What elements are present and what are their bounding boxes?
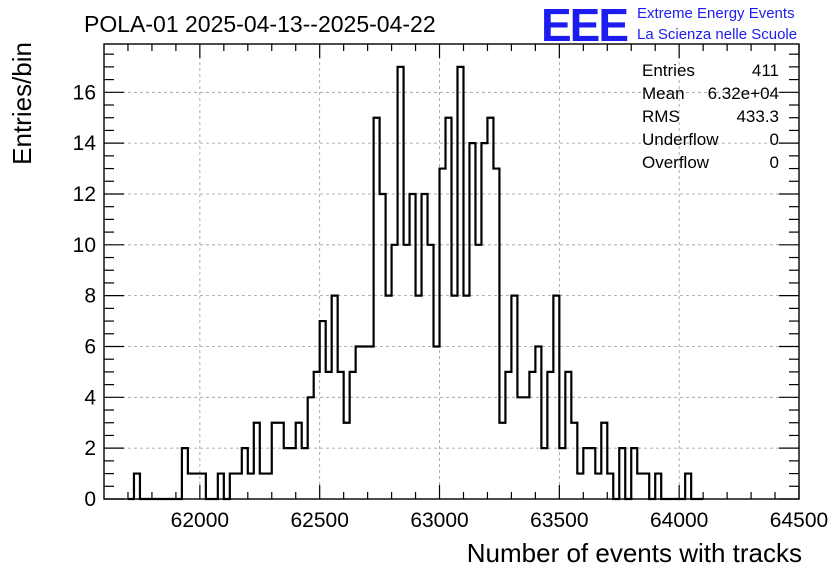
- stat-overflow-label: Overflow: [642, 153, 710, 172]
- histogram-layer: [127, 65, 704, 501]
- x-tick-label: 62500: [290, 509, 348, 532]
- x-axis-title: Number of events with tracks: [467, 538, 802, 568]
- y-tick-label: 12: [73, 183, 96, 206]
- stat-entries-label: Entries: [642, 61, 695, 80]
- stat-underflow-label: Underflow: [642, 130, 719, 149]
- histogram-outline: [127, 65, 704, 501]
- x-tick-label: 63500: [530, 509, 588, 532]
- axes: 62000 62500 63000 63500 64000 64500 0 2 4 6 8 10 12 1…: [73, 43, 828, 532]
- y-tick-label: 16: [73, 81, 96, 104]
- chart-title: POLA-01 2025-04-13--2025-04-22: [84, 11, 436, 37]
- logo-line1: Extreme Energy Events: [637, 5, 795, 22]
- x-tick-label: 62000: [171, 509, 229, 532]
- stat-mean-label: Mean: [642, 84, 685, 103]
- y-tick-label: 10: [73, 234, 96, 257]
- x-tick-label: 64500: [770, 509, 828, 532]
- plot-frame: [103, 43, 800, 500]
- stat-overflow-value: 0: [770, 153, 779, 172]
- grid: [104, 44, 800, 499]
- stat-entries-value: 411: [752, 61, 779, 80]
- y-tick-label: 6: [84, 335, 96, 358]
- y-tick-label: 2: [84, 437, 96, 460]
- y-tick-label: 14: [73, 132, 97, 155]
- stats-box: Entries 411 Mean 6.32e+04 RMS 433.3 Unde…: [642, 61, 779, 172]
- stat-underflow-value: 0: [770, 130, 779, 149]
- x-tick-label: 63000: [410, 509, 468, 532]
- x-tick-label: 64000: [650, 509, 708, 532]
- stat-rms-value: 433.3: [736, 107, 779, 126]
- stat-rms-label: RMS: [642, 107, 680, 126]
- eee-logo: EEE Extreme Energy Events La Scienza nel…: [541, 0, 797, 51]
- logo-line2: La Scienza nelle Scuole: [637, 26, 797, 43]
- logo-mark: EEE: [541, 0, 627, 51]
- y-tick-label: 4: [84, 386, 96, 409]
- y-tick-label: 0: [84, 488, 96, 511]
- y-tick-label: 8: [84, 285, 96, 308]
- stat-mean-value: 6.32e+04: [708, 84, 779, 103]
- y-axis-title: Entries/bin: [7, 42, 37, 165]
